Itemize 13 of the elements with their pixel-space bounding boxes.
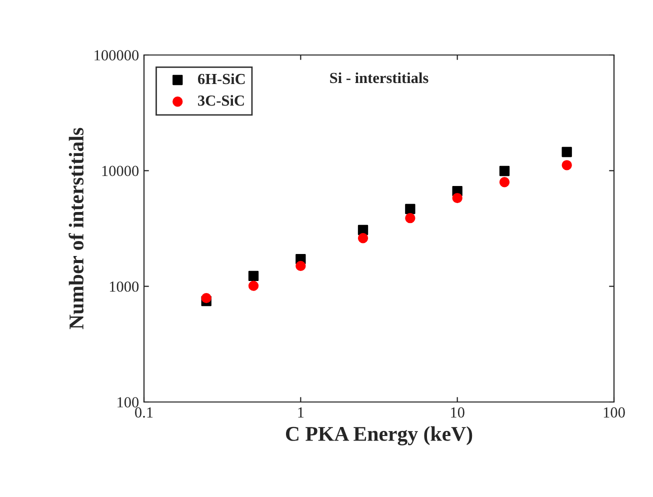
y-axis-title: Number of interstitials bbox=[68, 128, 84, 330]
x-axis-title: C PKA Energy (keV) bbox=[286, 426, 472, 446]
y-tick-label: 100000 bbox=[94, 50, 139, 60]
annotation: Si - interstitials bbox=[330, 72, 428, 84]
y-tick-label: 1000 bbox=[110, 281, 139, 292]
legend-label: 6H-SiC bbox=[198, 73, 245, 84]
x-tick-label: 0.1 bbox=[135, 407, 153, 418]
legend-label: 3C-SiC bbox=[198, 95, 244, 106]
x-tick-label: 1 bbox=[298, 407, 304, 418]
y-tick-label: 10000 bbox=[102, 166, 139, 176]
x-tick-label: 10 bbox=[451, 407, 464, 418]
x-tick-label: 100 bbox=[604, 407, 625, 418]
y-tick-label: 100 bbox=[118, 397, 139, 408]
